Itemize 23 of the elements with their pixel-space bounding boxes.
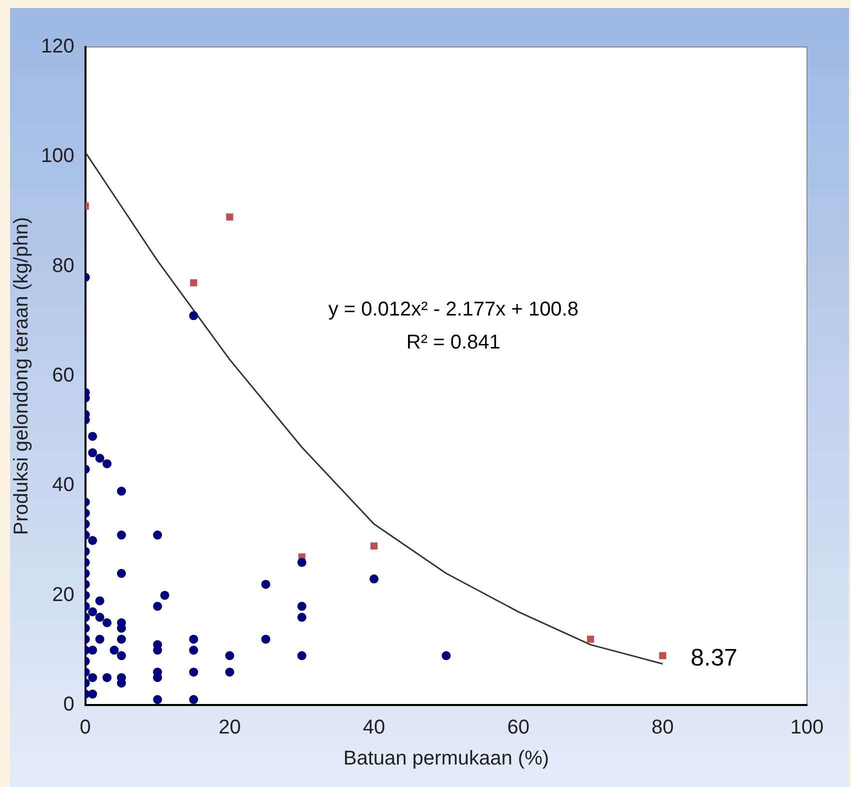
y-tick-label: 60 [52, 364, 74, 387]
y-axis-title: Produksi gelondong teraan (kg/phn) [10, 217, 33, 535]
x-tick-label: 0 [80, 716, 91, 739]
y-tick-label: 40 [52, 474, 74, 496]
point [659, 652, 666, 660]
x-tick-label: 60 [507, 716, 530, 739]
y-tick-label: 120 [40, 36, 74, 58]
y-tick-label: 100 [40, 145, 74, 168]
annotation: R² = 0.841 [406, 332, 500, 354]
y-tick-label: 0 [63, 694, 74, 716]
y-tick-label: 20 [52, 584, 74, 606]
x-tick-label: 100 [790, 716, 824, 739]
annotation: y = 0.012x² - 2.177x + 100.8 [328, 298, 578, 321]
point [226, 213, 234, 221]
point [190, 279, 198, 286]
x-tick-label: 20 [218, 716, 241, 739]
annotation: 8.37 [690, 644, 738, 672]
x-axis-title: Batuan permukaan (%) [343, 748, 550, 770]
x-tick-label: 80 [652, 716, 674, 739]
point [586, 636, 594, 643]
x-tick-label: 40 [362, 716, 386, 739]
y-tick-label: 80 [52, 254, 74, 277]
point [370, 542, 378, 550]
